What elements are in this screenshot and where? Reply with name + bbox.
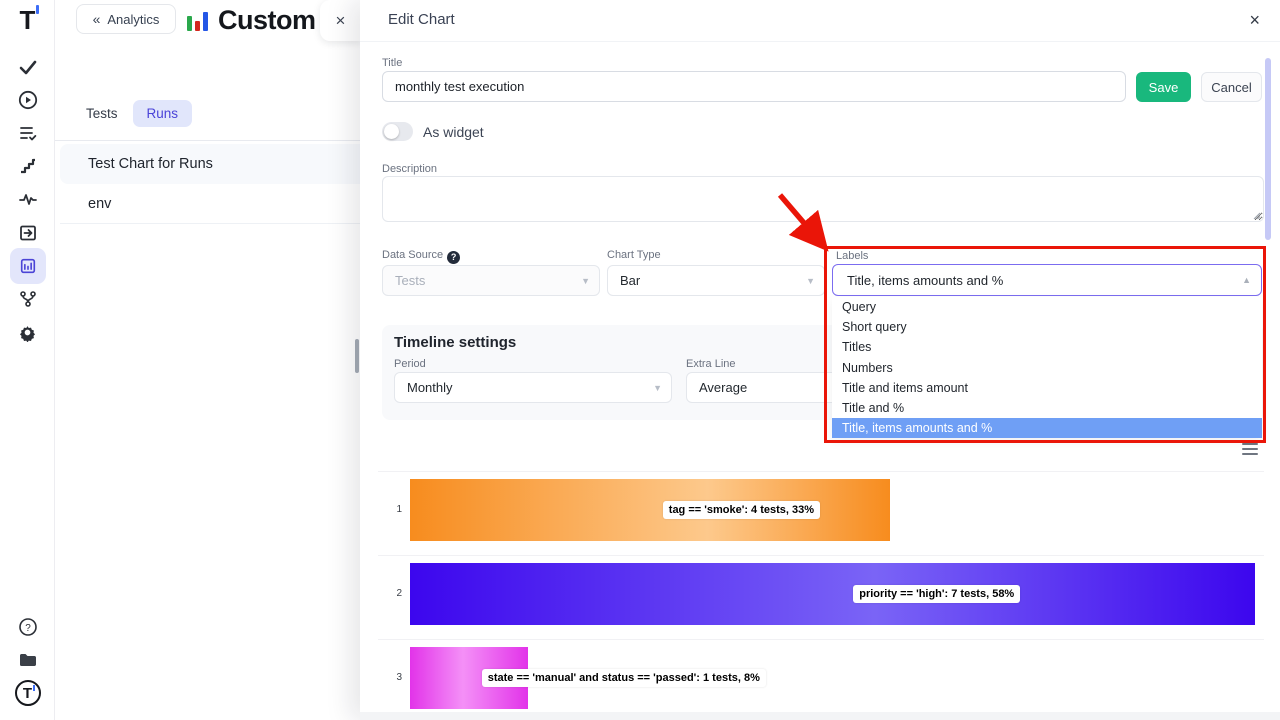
- panel-close-icon[interactable]: ×: [1249, 10, 1260, 30]
- option-short-query[interactable]: Short query: [842, 320, 907, 335]
- option-query[interactable]: Query: [842, 300, 877, 315]
- extra-line-label: Extra Line: [686, 358, 736, 370]
- description-textarea[interactable]: [382, 176, 1264, 222]
- help-circle-icon: ?: [18, 618, 37, 636]
- edit-chart-panel: Edit Chart × Title Save Cancel As widget…: [355, 0, 1280, 720]
- panel-scrollbar[interactable]: [1265, 58, 1271, 240]
- caret-down-icon: ▼: [806, 275, 815, 286]
- docs-button[interactable]: [0, 645, 55, 675]
- sidebar: T ?: [0, 0, 55, 720]
- cancel-button[interactable]: Cancel: [1201, 72, 1262, 102]
- period-label: Period: [394, 358, 426, 370]
- data-source-label: Data Source?: [382, 249, 461, 264]
- tab-bar: Tests Runs: [86, 98, 193, 128]
- labels-dropdown-menu: Query Short query Titles Numbers Title a…: [832, 297, 1262, 439]
- timeline-settings-heading: Timeline settings: [394, 334, 517, 351]
- page-close-icon[interactable]: ×: [335, 11, 346, 30]
- box-arrow-in-icon: [19, 225, 36, 241]
- divider: [55, 140, 360, 141]
- help-badge-icon[interactable]: ?: [447, 250, 461, 264]
- chart-type-select[interactable]: Bar ▼: [607, 265, 825, 296]
- option-title-items-amounts-percent[interactable]: Title, items amounts and %: [832, 418, 1262, 439]
- chart-bar-priority-high: [410, 562, 1255, 625]
- panel-resize-handle[interactable]: [355, 339, 359, 373]
- logo-circle-icon: T: [14, 680, 41, 706]
- tab-runs[interactable]: Runs: [132, 99, 193, 127]
- page-close-card: ×: [320, 0, 361, 41]
- option-numbers[interactable]: Numbers: [842, 360, 893, 375]
- chart-row-2: 2 priority == 'high': 7 tests, 58%: [378, 555, 1264, 631]
- sidebar-item-plans[interactable]: [0, 118, 55, 148]
- resize-grip-icon[interactable]: [1253, 212, 1261, 220]
- panel-title: Edit Chart: [388, 11, 455, 28]
- help-button[interactable]: ?: [0, 612, 55, 642]
- sidebar-item-import[interactable]: [0, 218, 55, 248]
- account-button[interactable]: T: [0, 678, 55, 708]
- sidebar-item-activity[interactable]: [0, 184, 55, 214]
- sidebar-item-tests[interactable]: [0, 52, 55, 82]
- bar-label-priority-high: priority == 'high': 7 tests, 58%: [853, 584, 1021, 603]
- pulse-icon: [18, 194, 37, 205]
- chart-menu-icon[interactable]: [1242, 443, 1258, 455]
- bar-index: 3: [396, 672, 402, 683]
- custom-chart-icon: [187, 8, 211, 31]
- sidebar-item-milestones[interactable]: [0, 151, 55, 181]
- as-widget-toggle[interactable]: [382, 122, 413, 141]
- data-source-select: Tests ▼: [382, 265, 600, 296]
- chart-type-label: Chart Type: [607, 249, 661, 261]
- period-select[interactable]: Monthly ▼: [394, 372, 672, 403]
- list-item-env[interactable]: env: [60, 184, 360, 224]
- svg-text:?: ?: [25, 623, 31, 634]
- back-label: Analytics: [107, 11, 160, 27]
- option-title-percent[interactable]: Title and %: [842, 401, 905, 416]
- gear-icon: [19, 325, 36, 342]
- stairs-icon: [20, 158, 35, 174]
- panel-bottom-strip: [360, 712, 1280, 720]
- bar-label-smoke: tag == 'smoke': 4 tests, 33%: [662, 500, 821, 519]
- description-field-label: Description: [382, 163, 438, 175]
- bar-chart-icon: [20, 258, 35, 274]
- caret-down-icon: ▼: [653, 382, 662, 393]
- sidebar-item-branches[interactable]: [0, 284, 55, 314]
- chart-row-3: 3 state == 'manual' and status == 'passe…: [378, 639, 1264, 715]
- list-item-test-chart-for-runs[interactable]: Test Chart for Runs: [60, 144, 360, 184]
- check-icon: [19, 60, 36, 75]
- caret-down-icon: ▼: [581, 275, 590, 286]
- git-branch-icon: [19, 291, 36, 307]
- app-logo[interactable]: T: [0, 5, 55, 35]
- sidebar-item-settings[interactable]: [0, 317, 55, 347]
- as-widget-label: As widget: [423, 124, 484, 140]
- sidebar-item-runs[interactable]: [0, 85, 55, 115]
- logo-t-icon: T: [20, 5, 40, 33]
- save-button[interactable]: Save: [1136, 72, 1191, 102]
- title-input[interactable]: [382, 71, 1126, 102]
- bar-index: 2: [396, 588, 402, 599]
- folder-icon: [19, 654, 36, 666]
- back-to-analytics-button[interactable]: « Analytics: [76, 4, 176, 34]
- caret-up-icon: ▲: [1242, 275, 1251, 285]
- labels-select[interactable]: Title, items amounts and % ▲: [832, 264, 1262, 296]
- chevrons-left-icon: «: [92, 11, 101, 27]
- tab-tests[interactable]: Tests: [86, 105, 118, 121]
- play-circle-icon: [18, 90, 37, 110]
- sidebar-item-analytics[interactable]: [0, 248, 55, 284]
- title-field-label: Title: [382, 57, 403, 69]
- labels-field-label: Labels: [836, 250, 869, 262]
- bar-label-manual-passed: state == 'manual' and status == 'passed'…: [481, 668, 766, 687]
- divider: [360, 41, 1280, 42]
- chart-row-1: 1 tag == 'smoke': 4 tests, 33%: [378, 471, 1264, 547]
- list-check-icon: [19, 127, 36, 141]
- option-titles[interactable]: Titles: [842, 340, 872, 355]
- bar-index: 1: [396, 504, 402, 515]
- option-title-items-amount[interactable]: Title and items amount: [842, 380, 968, 395]
- page-title: Custom Ch: [218, 5, 322, 35]
